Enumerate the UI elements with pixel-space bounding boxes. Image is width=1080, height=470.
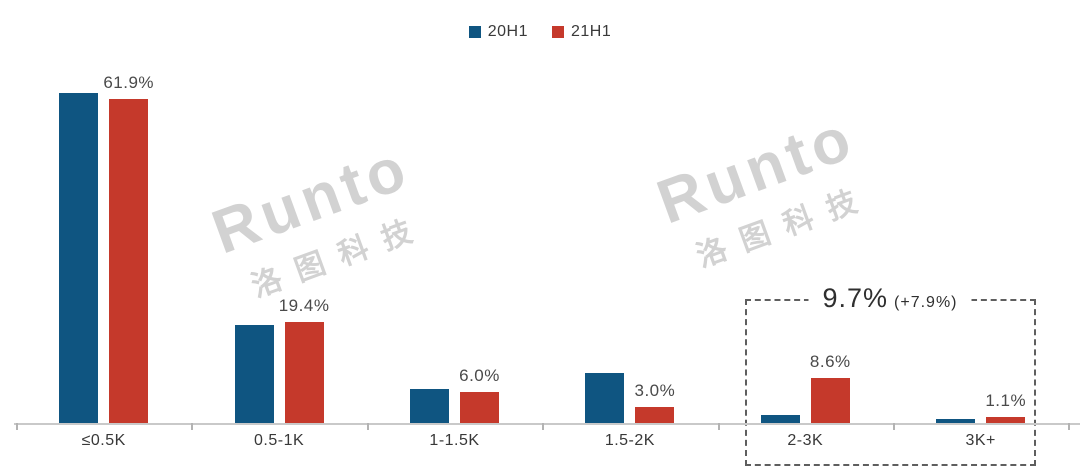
category-group: 6.0% 1-1.5K bbox=[367, 0, 542, 470]
legend-label-21h1: 21H1 bbox=[571, 23, 612, 40]
bar-column: 1.1% bbox=[985, 0, 1027, 423]
bar-21H1 bbox=[109, 99, 149, 423]
legend-item-20h1: 20H1 bbox=[468, 23, 528, 41]
x-axis-label: 3K+ bbox=[965, 432, 996, 449]
bar-21H1 bbox=[459, 391, 499, 423]
data-label-21H1: 8.6% bbox=[809, 352, 851, 371]
bar-21H1 bbox=[635, 407, 675, 423]
axis-tick bbox=[1068, 423, 1071, 430]
bar-20H1 bbox=[936, 419, 976, 423]
bar-pair: 19.4% bbox=[191, 0, 366, 423]
bar-pair: 61.9% bbox=[16, 0, 191, 423]
bar-20H1 bbox=[760, 415, 800, 423]
bar-pair: 6.0% bbox=[367, 0, 542, 423]
data-label-21H1: 3.0% bbox=[634, 381, 676, 401]
x-axis-label: 1-1.5K bbox=[429, 432, 480, 449]
x-axis-label: ≤0.5K bbox=[81, 432, 126, 449]
bar-20H1 bbox=[59, 92, 99, 423]
axis-tick bbox=[366, 423, 369, 430]
annotation-delta: (+7.9%) bbox=[894, 293, 958, 311]
bar-column: 8.6% bbox=[809, 0, 851, 423]
bar-column bbox=[59, 0, 99, 423]
bar-column bbox=[936, 0, 976, 423]
axis-tick bbox=[893, 423, 895, 430]
bar-20H1 bbox=[585, 373, 625, 423]
bar-pair: 3.0% bbox=[542, 0, 717, 423]
legend-swatch-21h1 bbox=[552, 26, 564, 38]
legend-swatch-20h1 bbox=[468, 26, 481, 38]
x-axis-label: 0.5-1K bbox=[254, 432, 305, 449]
highlight-annotation: 9.7% (+7.9%) bbox=[808, 282, 972, 314]
bar-pair: 8.6% bbox=[718, 0, 893, 423]
legend-item-21h1: 21H1 bbox=[552, 23, 611, 41]
bar-column: 61.9% bbox=[103, 0, 154, 423]
axis-tick bbox=[191, 423, 194, 430]
bar-21H1 bbox=[810, 378, 850, 423]
bar-column bbox=[234, 0, 274, 423]
bar-20H1 bbox=[409, 389, 449, 423]
bar-21H1 bbox=[284, 321, 324, 423]
annotation-value: 9.7% bbox=[822, 282, 889, 313]
axis-tick bbox=[717, 423, 720, 430]
bar-column bbox=[585, 0, 625, 423]
x-axis-label: 2-3K bbox=[787, 432, 824, 449]
data-label-21H1: 19.4% bbox=[278, 295, 330, 315]
category-group: 3.0% 1.5-2K bbox=[542, 0, 717, 470]
data-label-21H1: 61.9% bbox=[103, 73, 155, 92]
legend-label-20h1: 20H1 bbox=[487, 23, 528, 40]
category-group: 8.6% 2-3K bbox=[718, 0, 893, 470]
bar-column: 6.0% bbox=[459, 0, 500, 423]
axis-tick bbox=[542, 423, 545, 430]
category-group: 1.1% 3K+ bbox=[893, 0, 1068, 470]
x-axis-label: 1.5-2K bbox=[604, 432, 655, 449]
bar-column bbox=[760, 0, 800, 423]
bar-column bbox=[409, 0, 449, 423]
category-group: 19.4% 0.5-1K bbox=[191, 0, 366, 470]
data-label-21H1: 1.1% bbox=[985, 391, 1027, 411]
bar-column: 19.4% bbox=[279, 0, 329, 423]
bar-20H1 bbox=[234, 325, 274, 423]
legend: 20H1 21H1 bbox=[0, 23, 1080, 41]
category-group: 61.9% ≤0.5K bbox=[16, 0, 191, 470]
axis-tick bbox=[16, 423, 18, 430]
bar-column: 3.0% bbox=[634, 0, 676, 423]
x-axis-line bbox=[14, 423, 1080, 425]
bar-pair: 1.1% bbox=[893, 0, 1068, 423]
bar-21H1 bbox=[986, 417, 1026, 423]
data-label-21H1: 6.0% bbox=[459, 365, 500, 385]
